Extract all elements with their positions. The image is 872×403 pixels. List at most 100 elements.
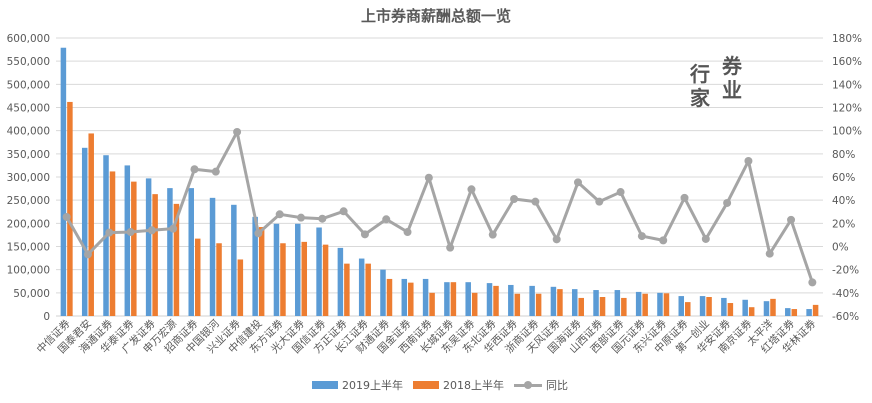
bar-2019 (508, 284, 514, 316)
left-axis-tick: 500,000 (7, 79, 50, 91)
right-axis-tick: 140% (832, 79, 862, 91)
bar-2019 (295, 223, 301, 316)
right-axis-ticks: -60% -40% -20% 0% 20% 40% 60% 80% 100% 120% 140% 16… (832, 33, 862, 323)
watermark-char: 券 (722, 54, 742, 78)
bar-2018 (280, 243, 286, 316)
bar-2019 (785, 308, 791, 316)
bar-2018 (748, 307, 755, 316)
legend-item-2018[interactable]: 2018上半年 (413, 377, 504, 393)
yoy-point-marker (147, 226, 156, 235)
yoy-point-marker (637, 232, 646, 241)
yoy-point-marker (83, 250, 92, 259)
watermark-char: 行 (690, 62, 710, 86)
bar-2018 (450, 282, 457, 316)
bar-2018 (344, 263, 350, 316)
yoy-point-marker (531, 197, 540, 206)
bar-2018 (152, 194, 158, 316)
bar-2018 (791, 309, 798, 316)
yoy-point-marker (297, 213, 306, 222)
legend: 2019上半年 2018上半年 同比 (312, 377, 578, 393)
bar-2018 (663, 293, 670, 316)
bar-2018 (216, 243, 222, 316)
bar-2018 (88, 133, 94, 316)
bar-2018 (621, 297, 627, 316)
yoy-point-marker (552, 235, 561, 244)
bar-2018 (493, 285, 499, 316)
legend-swatch-blue (312, 381, 338, 389)
left-axis-tick: 300,000 (7, 172, 50, 184)
left-axis-tick: 100,000 (7, 265, 50, 277)
yoy-point-marker (126, 228, 135, 237)
bar-2018 (131, 181, 137, 316)
bar-2019 (593, 290, 599, 316)
yoy-point-marker (318, 214, 327, 223)
bar-2019 (742, 299, 748, 316)
yoy-point-marker (808, 278, 817, 287)
bar-2018 (429, 292, 435, 316)
bar-2019 (486, 283, 493, 316)
bar-2019 (273, 223, 280, 316)
bar-2019 (188, 188, 194, 316)
left-axis-tick: 450,000 (7, 103, 50, 115)
left-axis-tick: 0 (43, 311, 50, 323)
yoy-line (65, 130, 814, 283)
yoy-point-marker (744, 157, 753, 166)
legend-label: 同比 (546, 379, 568, 392)
bar-2018 (194, 238, 201, 316)
bar-2018 (727, 303, 734, 316)
bar-2018 (642, 293, 648, 316)
bar-2019 (444, 282, 450, 316)
bar-2019 (337, 247, 344, 316)
right-axis-tick: 180% (832, 33, 862, 45)
yoy-point-marker (211, 167, 220, 176)
bar-2018 (173, 203, 180, 316)
legend-line-marker-icon (514, 381, 542, 389)
bar-2019 (529, 285, 535, 316)
right-axis-tick: -20% (832, 265, 859, 277)
right-axis-tick: -40% (832, 288, 859, 300)
right-axis-tick: 60% (832, 172, 855, 184)
legend-item-yoy[interactable]: 同比 (514, 377, 568, 393)
yoy-point-marker (595, 197, 604, 206)
bar-2018 (578, 297, 584, 316)
yoy-point-marker (275, 210, 284, 219)
yoy-point-marker (105, 228, 114, 237)
watermark-char: 家 (690, 86, 710, 110)
bar-2019 (763, 301, 770, 316)
bar-2018 (770, 298, 776, 316)
bar-2018 (408, 282, 414, 316)
bar-2019 (124, 165, 131, 316)
bar-2018 (237, 259, 244, 316)
yoy-point-marker (488, 230, 497, 239)
bar-2018 (557, 289, 563, 316)
bar-2018 (301, 241, 308, 316)
bar-2018 (471, 292, 478, 316)
bar-2019 (614, 290, 621, 316)
yoy-point-marker (723, 198, 732, 207)
bar-2019 (571, 289, 578, 316)
bar-2018 (109, 171, 116, 316)
yoy-point-marker (62, 212, 71, 221)
bar-2018 (599, 297, 606, 316)
line-series-yoy (62, 127, 817, 287)
left-axis-tick: 50,000 (13, 288, 50, 300)
yoy-point-marker (190, 165, 199, 174)
bar-2018 (386, 278, 393, 316)
right-axis-tick: 120% (832, 103, 862, 115)
bar-2019 (209, 197, 216, 316)
left-axis-tick: 400,000 (7, 126, 50, 138)
bar-2019 (231, 204, 237, 316)
bar-2019 (806, 309, 812, 316)
yoy-point-marker (233, 127, 242, 136)
bar-2019 (721, 297, 727, 316)
bar-2019 (699, 296, 706, 316)
legend-item-2019[interactable]: 2019上半年 (312, 377, 403, 393)
right-axis-tick: 20% (832, 218, 855, 230)
bar-2019 (465, 282, 471, 316)
bar-2019 (167, 188, 173, 316)
left-axis-tick: 350,000 (7, 149, 50, 161)
bar-2019 (145, 178, 152, 316)
left-axis-tick: 550,000 (7, 56, 50, 68)
yoy-point-marker (360, 230, 369, 239)
